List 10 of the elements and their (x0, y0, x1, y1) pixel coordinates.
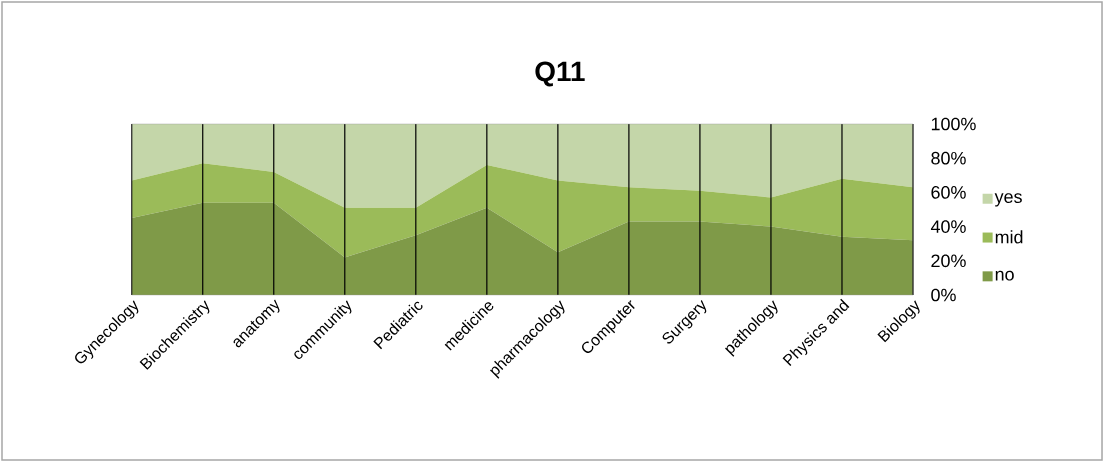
y-tick-label: 80% (931, 151, 966, 165)
y-tick-label: 100% (931, 117, 976, 131)
y-tick-label: 0% (931, 288, 956, 302)
y-tick-label: 40% (930, 220, 966, 233)
legend-label: mid (995, 230, 1023, 244)
y-tick-label: 60% (931, 186, 966, 199)
legend-label: no (995, 270, 1014, 281)
y-tick-label: 20% (931, 254, 966, 268)
legend-label: yes (994, 193, 1022, 207)
chart-title: Q11 (535, 61, 585, 87)
